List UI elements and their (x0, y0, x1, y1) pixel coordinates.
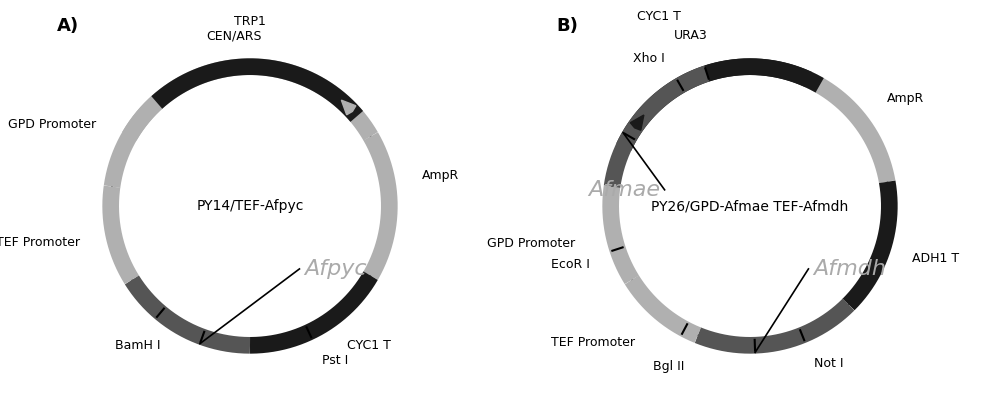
Polygon shape (605, 194, 617, 210)
Polygon shape (173, 80, 188, 93)
Text: Afmae: Afmae (588, 180, 660, 200)
Text: TEF Promoter: TEF Promoter (551, 336, 635, 349)
Text: CEN/ARS: CEN/ARS (206, 30, 262, 43)
Polygon shape (631, 283, 645, 298)
Text: URA3: URA3 (674, 29, 707, 42)
Polygon shape (105, 194, 117, 210)
Text: ADH1 T: ADH1 T (912, 252, 959, 265)
Text: CYC1 T: CYC1 T (347, 339, 391, 352)
Polygon shape (878, 155, 890, 171)
Polygon shape (341, 100, 356, 115)
Polygon shape (883, 194, 895, 209)
Polygon shape (354, 284, 368, 300)
Text: TRP1: TRP1 (234, 15, 266, 28)
Text: GPD Promoter: GPD Promoter (8, 118, 96, 131)
Text: B): B) (557, 17, 579, 35)
Text: TEF Promoter: TEF Promoter (0, 236, 80, 249)
Text: Bgl II: Bgl II (653, 360, 684, 373)
Text: PY26/GPD-Afmae TEF-Afmdh: PY26/GPD-Afmae TEF-Afmdh (651, 199, 849, 213)
Text: BamH I: BamH I (115, 339, 161, 352)
Text: AmpR: AmpR (887, 92, 924, 105)
Text: AmpR: AmpR (422, 169, 459, 182)
Polygon shape (716, 64, 732, 77)
Polygon shape (372, 249, 383, 265)
Text: Afmdh: Afmdh (813, 259, 886, 279)
Text: GPD Promoter: GPD Promoter (487, 236, 576, 250)
Text: CYC1 T: CYC1 T (637, 9, 681, 23)
Text: A): A) (57, 17, 79, 35)
Text: Xho I: Xho I (633, 52, 665, 65)
Text: Not I: Not I (814, 357, 843, 370)
Text: PY14/TEF-Afpyc: PY14/TEF-Afpyc (196, 199, 304, 213)
Polygon shape (140, 104, 155, 119)
Text: EcoR I: EcoR I (551, 258, 590, 271)
Text: Afpyc: Afpyc (304, 259, 367, 279)
Text: Pst I: Pst I (322, 353, 348, 367)
Polygon shape (630, 115, 644, 130)
